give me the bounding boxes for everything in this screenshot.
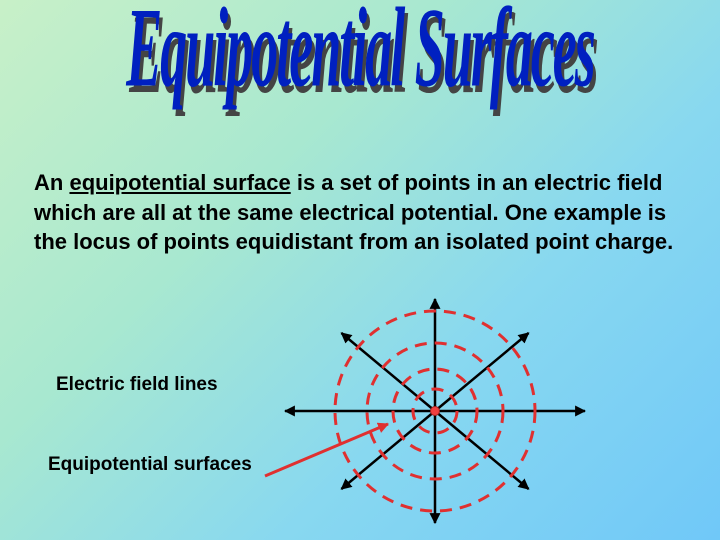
label-electric-field-lines: Electric field lines <box>56 374 218 396</box>
definition-paragraph: An equipotential surface is a set of poi… <box>34 168 686 257</box>
label-equipotential-surfaces: Equipotential surfaces <box>48 454 252 476</box>
keyword-equipotential: equipotential surface <box>69 170 290 195</box>
page-title: Equipotential Surfaces <box>126 8 594 90</box>
para-prefix: An <box>34 170 69 195</box>
equipotential-diagram <box>280 296 590 526</box>
title-container: Equipotential Surfaces <box>0 0 720 50</box>
